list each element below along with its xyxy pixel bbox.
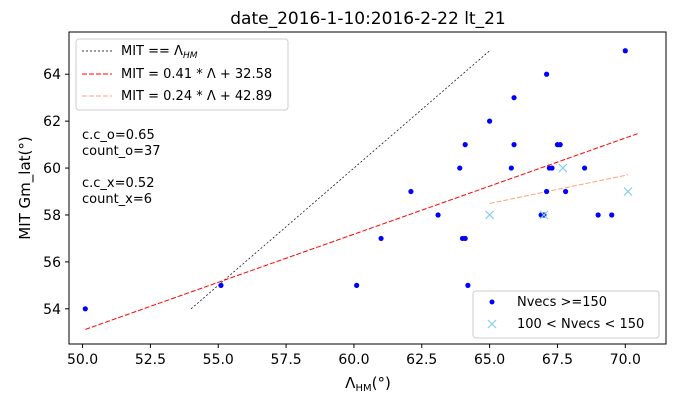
legend-label-identity-main: MIT == Λ [121, 44, 183, 59]
x-tick-label: 60.0 [338, 352, 369, 368]
plot-area-frame [68, 31, 667, 345]
legend-label-identity-sub: HM [183, 51, 198, 61]
x-axis-label-sub: HM [355, 383, 371, 394]
y-tick-label: 56 [43, 255, 61, 271]
data-point-x-marker [539, 210, 549, 220]
stat-count-x: count_x=6 [82, 192, 152, 207]
x-axis-label-unit: (°) [372, 374, 391, 392]
data-point-dot [408, 188, 414, 195]
x-tick-label: 55.0 [203, 352, 234, 368]
data-point-x-marker [485, 210, 495, 220]
legend-upper: MIT == ΛHM MIT = 0.41 * Λ + 32.58 MIT = … [75, 38, 289, 111]
legend-label-fit-o: MIT = 0.41 * Λ + 32.58 [121, 67, 272, 82]
chart-title: date_2016-1-10:2016-2-22 lt_21 [230, 9, 505, 29]
legend-label-fit-x: MIT = 0.24 * Λ + 42.89 [121, 89, 272, 104]
y-tick-label: 54 [43, 302, 61, 318]
legend-label-nvecs-mid: 100 < Nvecs < 150 [517, 317, 644, 332]
x-tick-label: 57.5 [271, 352, 302, 368]
legend-marker-nvecs-high [489, 299, 495, 305]
y-tick-label: 60 [43, 161, 61, 177]
legend-marker-nvecs-mid [487, 319, 497, 329]
data-point-x-marker [558, 163, 568, 173]
data-point-dot [435, 212, 441, 218]
y-axis-label: MIT Gm_lat(°) [16, 136, 35, 239]
stat-cc-x: c.c_x=0.52 [82, 176, 154, 191]
identity-line [190, 50, 490, 310]
stat-cc-o: c.c_o=0.65 [82, 128, 155, 143]
data-point-dot [549, 165, 555, 171]
data-point-dot [562, 188, 569, 195]
legend-lower: Nvecs >=150 100 < Nvecs < 150 [472, 290, 660, 339]
y-ticks: 54 56 58 60 62 64 [43, 67, 69, 318]
x-tick-label: 62.5 [406, 352, 437, 368]
fit-lines [85, 50, 640, 330]
data-point-dot [218, 282, 224, 288]
data-point-dot [557, 142, 563, 148]
data-point-dot [544, 188, 550, 195]
data-point-dot [595, 212, 601, 218]
data-point-dot [511, 95, 517, 101]
y-tick-label: 58 [43, 208, 61, 224]
x-tick-label: 67.5 [542, 352, 573, 368]
data-point-dot [609, 212, 615, 218]
x-ticks: 50.0 52.5 55.0 57.5 60.0 62.5 65.0 67.5 70.0 [67, 344, 641, 368]
data-points [82, 48, 633, 312]
data-point-dot [511, 142, 517, 148]
data-point-dot [457, 165, 463, 171]
data-point-dot [354, 282, 360, 288]
data-point-dot [82, 306, 88, 312]
data-point-dot [581, 165, 588, 171]
x-tick-label: 52.5 [135, 352, 166, 368]
data-point-dot [508, 165, 514, 171]
x-tick-label: 50.0 [67, 352, 98, 368]
legend-lower-frame [472, 290, 660, 339]
stats-annotation: c.c_o=0.65 count_o=37 c.c_x=0.52 count_x… [82, 128, 161, 207]
data-point-dot [465, 282, 471, 288]
legend-upper-frame [75, 38, 289, 111]
data-point-dot [462, 142, 468, 148]
fit-line-x [489, 174, 629, 204]
x-tick-label: 65.0 [474, 352, 505, 368]
x-tick-label: 70.0 [610, 352, 641, 368]
y-tick-label: 62 [43, 114, 61, 130]
data-point-dot [487, 118, 493, 124]
data-point-x-marker [623, 187, 633, 196]
x-axis-label: ΛHM(°) [345, 374, 391, 394]
y-tick-label: 64 [43, 67, 61, 83]
x-axis-label-lambda: Λ [345, 374, 356, 392]
legend-label-identity: MIT == ΛHM [121, 44, 198, 61]
data-point-dot [378, 235, 384, 242]
stat-count-o: count_o=37 [82, 144, 161, 159]
data-point-dot [544, 71, 550, 77]
data-point-dot [622, 48, 628, 54]
data-point-dot [462, 235, 468, 242]
legend-label-nvecs-high: Nvecs >=150 [517, 295, 607, 310]
